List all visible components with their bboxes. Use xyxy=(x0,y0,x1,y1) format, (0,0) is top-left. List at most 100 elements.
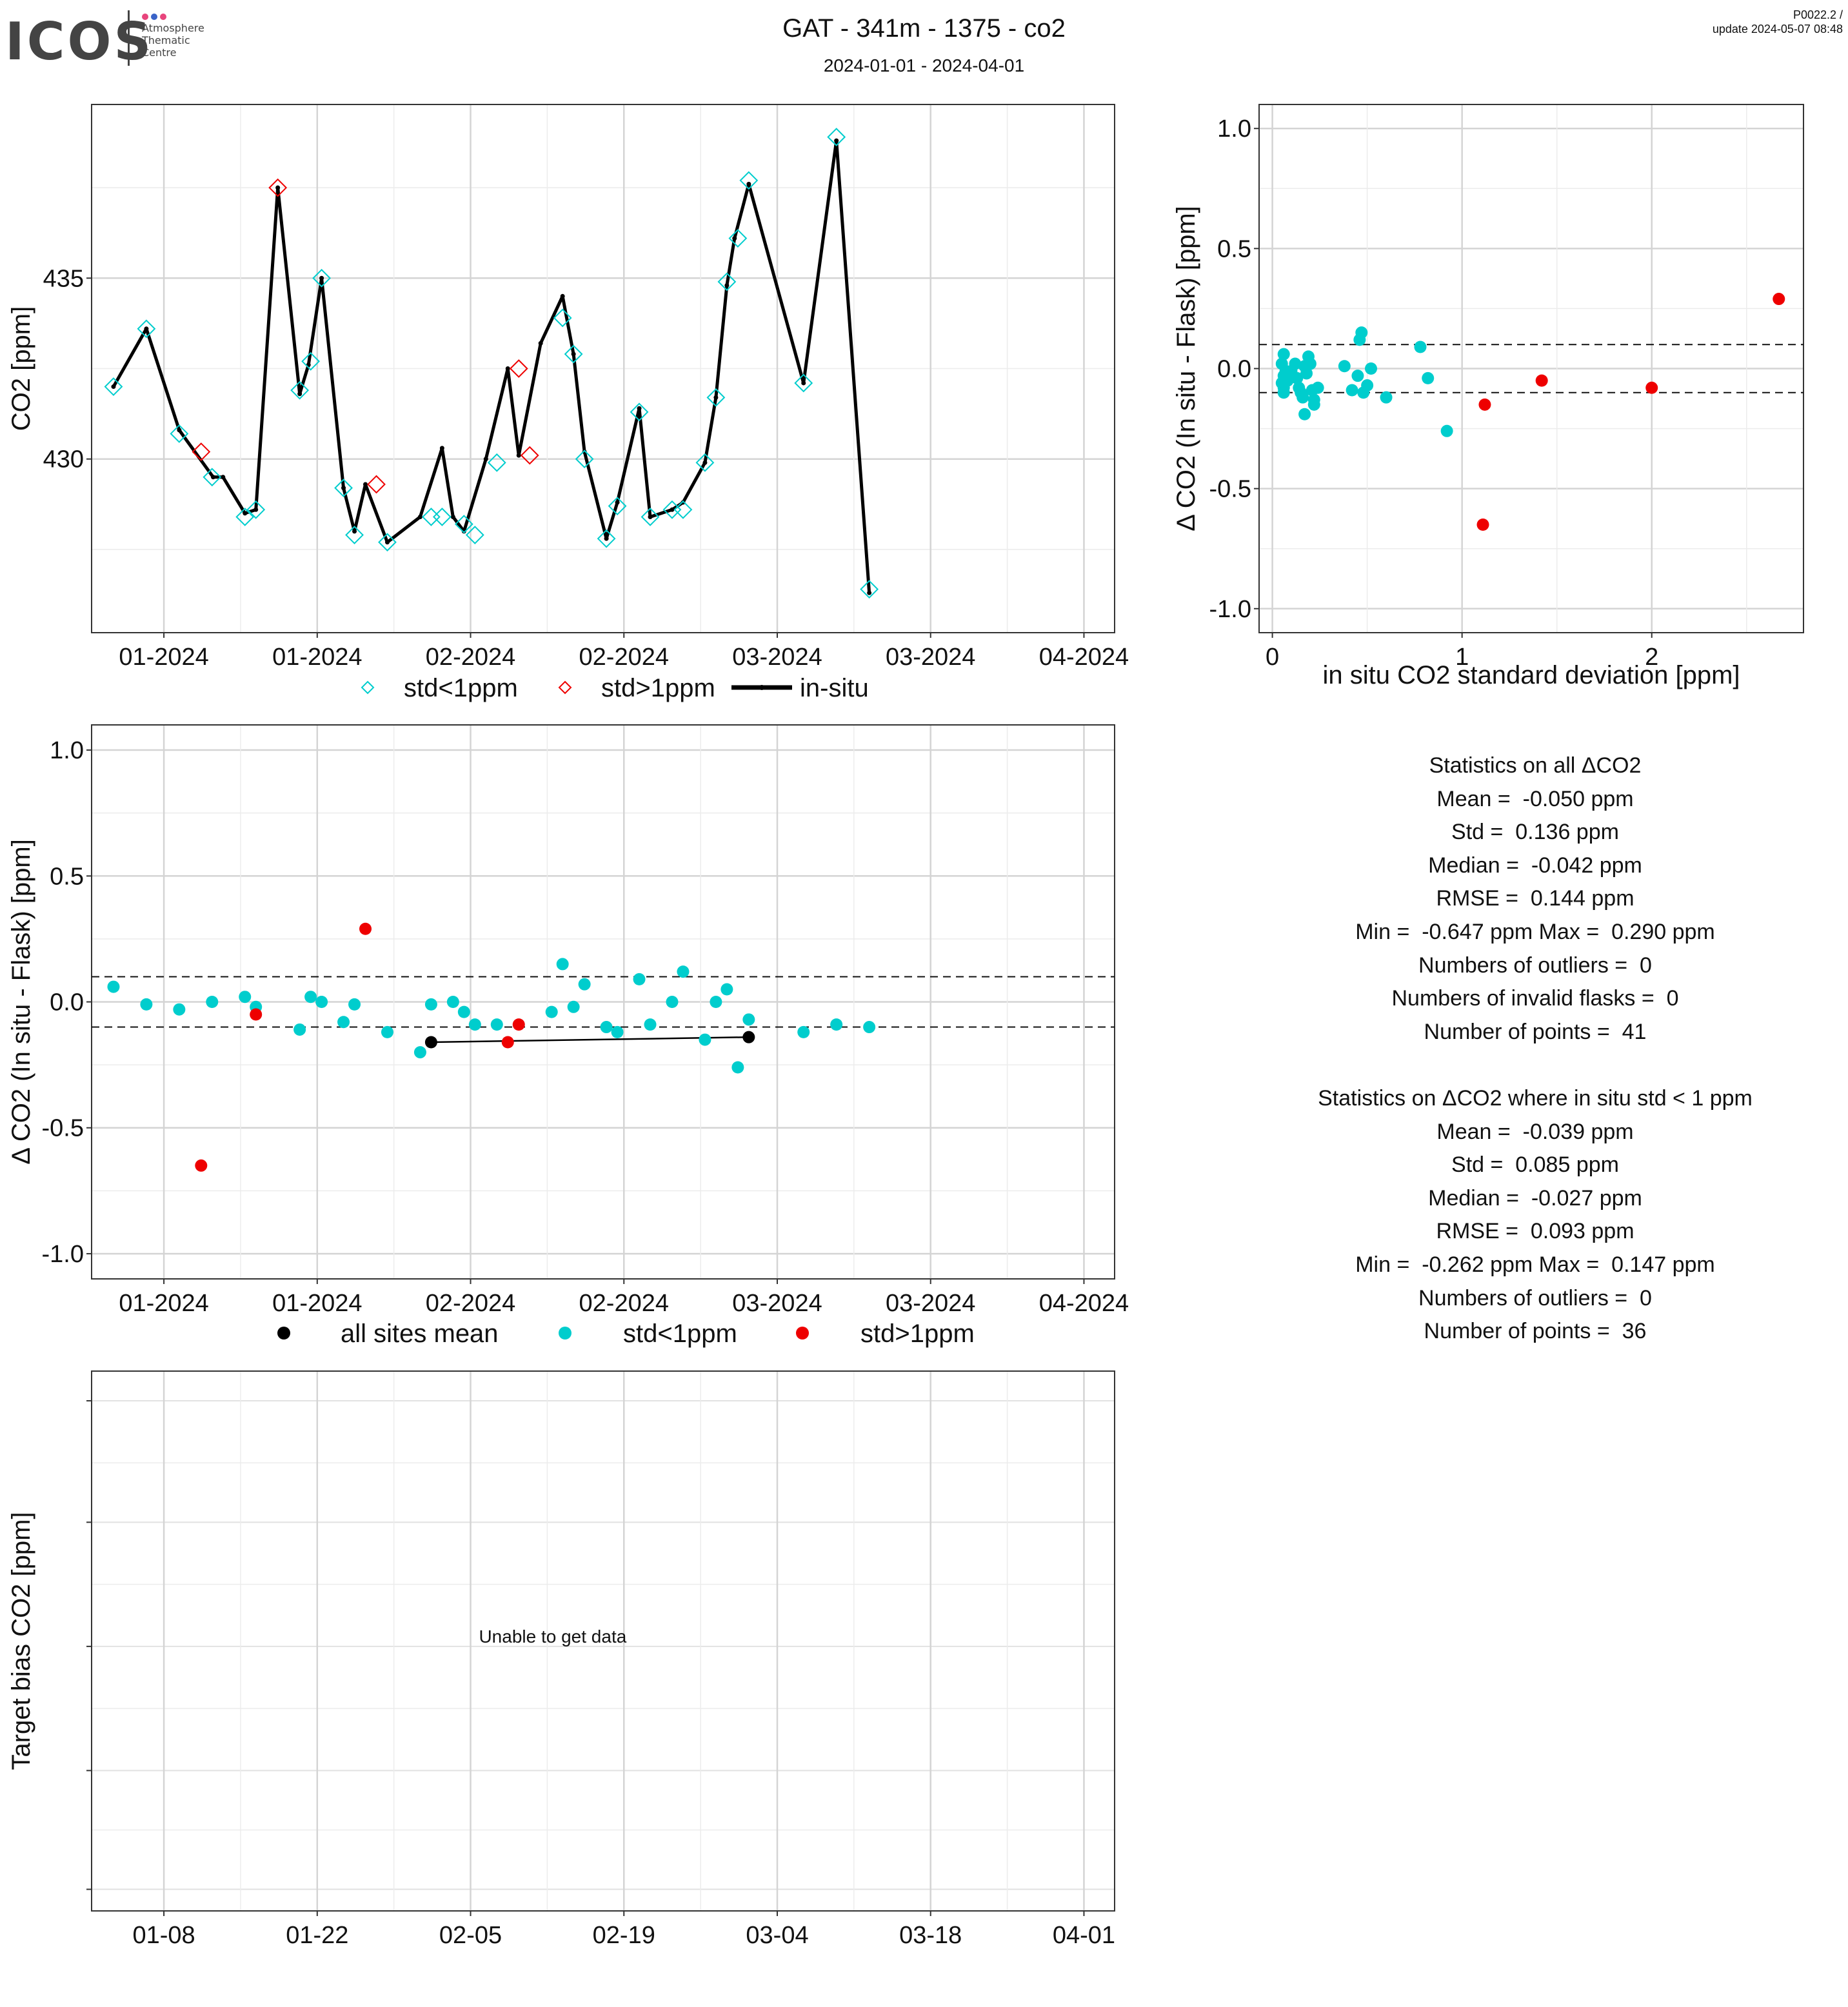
delta-point-std-lt-1 xyxy=(578,978,591,991)
delta-point-std-lt-1 xyxy=(677,965,690,978)
flask-point-std-lt-1 xyxy=(170,424,189,443)
all-sites-mean-point xyxy=(424,1036,437,1049)
delta-point-std-lt-1 xyxy=(731,1061,744,1074)
insitu-point xyxy=(732,236,737,241)
x-tick-label: 01-2024 xyxy=(272,1290,362,1317)
no-data-message: Unable to get data xyxy=(479,1626,626,1646)
stats-all-points: Number of points = 41 xyxy=(1424,1019,1647,1044)
timeseries-y-axis-label: CO2 [ppm] xyxy=(7,306,35,431)
flask-point-std-lt-1 xyxy=(378,533,397,552)
flask-point-std-lt-1 xyxy=(246,500,266,519)
flask-point-std-lt-1 xyxy=(728,229,748,248)
legend-key-std-gt-1 xyxy=(558,680,572,695)
stats-sub-mean: Mean = -0.039 ppm xyxy=(1436,1119,1634,1144)
delta-point-std-lt-1 xyxy=(424,998,437,1011)
page-title: GAT - 341m - 1375 - co2 xyxy=(782,14,1066,43)
flask-point-std-gt-1 xyxy=(192,442,211,461)
insitu-point xyxy=(253,507,259,512)
scatter-std-x-axis-label: in situ CO2 standard deviation [ppm] xyxy=(1322,661,1740,689)
scatter-std-y-axis-label: Δ CO2 (In situ - Flask) [ppm] xyxy=(1172,206,1200,531)
delta-point-std-lt-1 xyxy=(490,1018,503,1031)
delta-point-std-lt-1 xyxy=(1307,398,1320,411)
delta-point-std-lt-1 xyxy=(239,991,252,1004)
insitu-point xyxy=(867,590,872,595)
delta-point-std-gt-1 xyxy=(1645,381,1658,394)
insitu-point xyxy=(560,293,565,299)
insitu-point xyxy=(297,391,303,397)
delta-point-std-lt-1 xyxy=(1440,424,1453,437)
insitu-point xyxy=(352,529,357,534)
x-tick-label: 02-2024 xyxy=(579,644,669,671)
delta-point-std-gt-1 xyxy=(1773,293,1785,306)
update-label: update 2024-05-07 08:48 xyxy=(1712,23,1843,35)
flask-point-std-lt-1 xyxy=(827,128,846,146)
stats-sub-median: Median = -0.027 ppm xyxy=(1428,1185,1642,1211)
insitu-point xyxy=(144,326,149,331)
all-sites-mean-line xyxy=(431,1036,749,1043)
delta-point-std-lt-1 xyxy=(1422,371,1435,384)
delta-point-std-lt-1 xyxy=(830,1018,843,1031)
insitu-point xyxy=(538,341,543,346)
flask-point-std-lt-1 xyxy=(608,497,627,516)
legend-key-insitu-point xyxy=(759,685,764,690)
flask-point-std-lt-1 xyxy=(794,373,813,393)
insitu-point xyxy=(177,428,182,433)
flask-point-std-lt-1 xyxy=(203,468,222,487)
delta-point-std-lt-1 xyxy=(1304,357,1316,370)
all-sites-mean-point xyxy=(742,1031,755,1043)
delta-point-std-lt-1 xyxy=(446,996,459,1008)
stats-all-minmax: Min = -0.647 ppm Max = 0.290 ppm xyxy=(1355,919,1715,944)
stats-all-mean: Mean = -0.050 ppm xyxy=(1436,786,1634,811)
x-tick-label: 01-22 xyxy=(286,1922,348,1949)
insitu-point xyxy=(615,500,620,505)
flask-point-std-lt-1 xyxy=(706,388,726,407)
x-tick-label: 0 xyxy=(1266,644,1279,671)
delta-point-std-lt-1 xyxy=(1351,370,1364,382)
insitu-series-line xyxy=(112,139,871,593)
x-tick-label: 02-2024 xyxy=(426,1290,515,1317)
insitu-point xyxy=(439,446,444,451)
y-tick-label: -0.5 xyxy=(1209,476,1251,503)
x-tick-label: 01-08 xyxy=(132,1922,195,1949)
target-bias-plot-frame xyxy=(91,1370,1115,1912)
y-tick-label: -1.0 xyxy=(1209,596,1251,623)
y-tick-label: 1.0 xyxy=(1217,115,1251,143)
stats-sub-std: Std = 0.085 ppm xyxy=(1451,1152,1619,1178)
stats-spacer xyxy=(1251,1049,1819,1082)
flask-point-std-lt-1 xyxy=(641,508,660,526)
flask-point-std-lt-1 xyxy=(717,272,737,292)
delta-point-std-lt-1 xyxy=(600,1021,613,1034)
delta-point-std-lt-1 xyxy=(1277,386,1290,399)
delta-point-std-gt-1 xyxy=(250,1008,263,1021)
delta-point-std-lt-1 xyxy=(1346,384,1358,397)
flask-point-std-lt-1 xyxy=(597,529,616,548)
insitu-point xyxy=(582,450,587,455)
flask-point-std-lt-1 xyxy=(104,377,123,396)
logo-subtitle: Atmosphere Thematic Centre xyxy=(142,22,204,59)
stats-all-std: Std = 0.136 ppm xyxy=(1451,820,1619,845)
timeseries-plot-frame xyxy=(91,104,1115,633)
version-info: P0022.2 / update 2024-05-07 08:48 xyxy=(1713,8,1843,36)
insitu-point xyxy=(801,381,806,386)
insitu-point xyxy=(571,351,576,357)
delta-point-std-lt-1 xyxy=(1365,362,1378,375)
flask-point-std-lt-1 xyxy=(301,351,321,371)
y-tick-label: -0.5 xyxy=(42,1115,84,1142)
flask-point-std-lt-1 xyxy=(564,344,583,364)
insitu-point xyxy=(363,482,368,487)
delta-point-std-lt-1 xyxy=(1311,381,1324,394)
x-tick-label: 03-18 xyxy=(899,1922,962,1949)
legend-key-std-lt-1 xyxy=(361,680,375,695)
delta-point-std-lt-1 xyxy=(413,1046,426,1059)
delta-point-std-lt-1 xyxy=(1361,379,1374,392)
delta-point-std-gt-1 xyxy=(1535,374,1548,387)
x-tick-label: 01-2024 xyxy=(119,644,208,671)
delta-point-std-lt-1 xyxy=(666,996,679,1008)
delta-point-std-lt-1 xyxy=(315,996,328,1008)
insitu-point xyxy=(648,514,653,519)
flask-point-std-lt-1 xyxy=(235,508,255,526)
x-tick-label: 1 xyxy=(1455,644,1469,671)
delta-point-std-lt-1 xyxy=(1289,357,1302,370)
delta-point-std-lt-1 xyxy=(1380,391,1393,404)
delta-point-std-lt-1 xyxy=(633,973,646,985)
